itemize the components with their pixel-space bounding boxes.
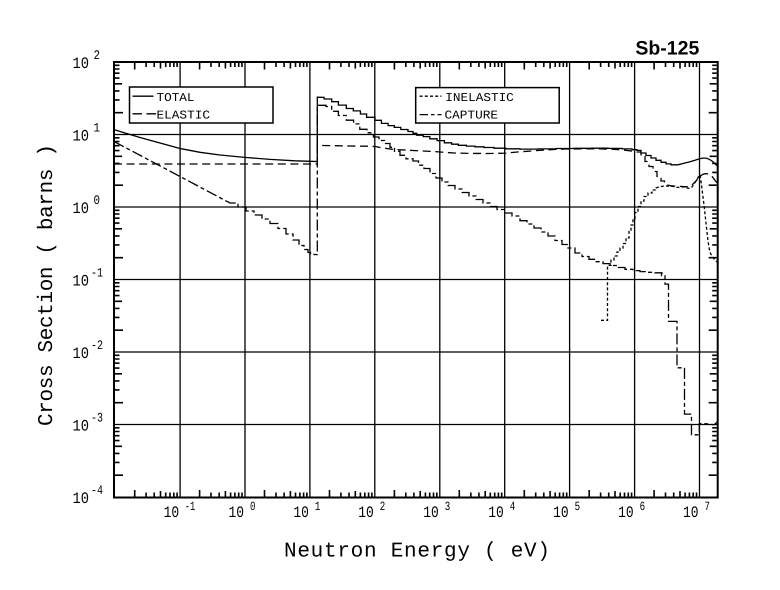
svg-text:10: 10 [73,128,90,146]
svg-text:-1: -1 [91,266,103,281]
svg-text:10: 10 [618,504,634,522]
svg-text:2: 2 [94,48,101,63]
svg-text:2: 2 [380,500,386,514]
svg-text:-2: -2 [91,338,103,353]
svg-text:INELASTIC: INELASTIC [445,91,514,105]
svg-text:10: 10 [293,504,309,522]
svg-text:5: 5 [575,500,581,514]
svg-text:Sb-125: Sb-125 [635,38,699,60]
svg-text:10: 10 [73,490,90,508]
svg-text:-4: -4 [91,483,103,498]
svg-text:10: 10 [683,504,699,522]
svg-text:10: 10 [73,273,90,291]
svg-text:6: 6 [640,500,646,514]
svg-text:10: 10 [73,200,90,218]
svg-text:Cross Section ( barns ): Cross Section ( barns ) [36,144,59,426]
svg-text:10: 10 [229,504,245,522]
svg-text:CAPTURE: CAPTURE [445,108,499,122]
svg-text:ELASTIC: ELASTIC [157,108,211,122]
svg-text:1: 1 [315,500,321,514]
svg-text:-1: -1 [185,500,196,514]
svg-text:3: 3 [445,500,451,514]
svg-text:10: 10 [164,504,180,522]
svg-text:0: 0 [250,500,256,514]
svg-text:10: 10 [488,504,504,522]
svg-text:10: 10 [423,504,439,522]
svg-text:Neutron Energy ( eV): Neutron Energy ( eV) [284,541,550,564]
svg-text:10: 10 [358,504,374,522]
svg-text:10: 10 [73,418,90,436]
svg-text:7: 7 [705,500,711,514]
svg-text:10: 10 [73,55,90,73]
svg-text:0: 0 [94,193,101,208]
svg-text:10: 10 [553,504,569,522]
svg-text:1: 1 [94,121,101,136]
svg-text:TOTAL: TOTAL [157,91,195,105]
svg-text:10: 10 [73,345,90,363]
svg-text:4: 4 [510,500,516,514]
svg-text:-3: -3 [91,411,103,426]
